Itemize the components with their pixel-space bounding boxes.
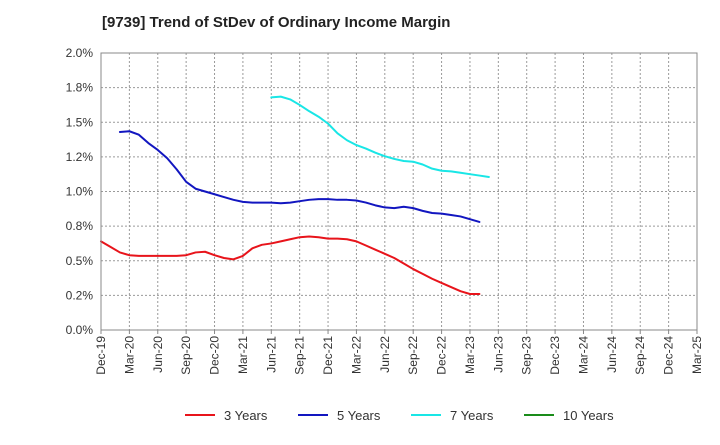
series-line-5-years xyxy=(118,130,481,223)
y-tick-label: 0.5% xyxy=(66,254,94,268)
series-line-7-years xyxy=(270,95,490,178)
x-tick-label: Jun-24 xyxy=(605,336,619,373)
x-tick-label: Dec-22 xyxy=(435,336,449,375)
x-tick-label: Dec-21 xyxy=(321,336,335,375)
legend-label: 5 Years xyxy=(337,408,381,423)
x-tick-label: Dec-20 xyxy=(208,336,222,375)
y-tick-label: 0.8% xyxy=(66,219,94,233)
x-tick-label: Jun-20 xyxy=(151,336,165,373)
x-tick-label: Jun-23 xyxy=(491,336,505,373)
x-tick-label: Dec-19 xyxy=(94,336,108,375)
x-tick-label: Mar-21 xyxy=(236,336,250,374)
axes: 0.0% 0.2% 0.5% 0.8% 1.0% 1.2% 1.5% 1.8% 2.0% Dec-… xyxy=(66,46,704,375)
legend: 3 Years 5 Years 7 Years 10 Years xyxy=(185,408,614,423)
legend-label: 7 Years xyxy=(450,408,494,423)
x-tick-label: Sep-20 xyxy=(179,336,193,375)
x-tick-label: Mar-25 xyxy=(690,336,704,374)
x-tick-label: Dec-23 xyxy=(548,336,562,375)
legend-label: 3 Years xyxy=(224,408,268,423)
x-tick-label: Jun-22 xyxy=(378,336,392,373)
x-tick-label: Mar-24 xyxy=(576,336,590,374)
x-tick-label: Sep-22 xyxy=(406,336,420,375)
x-tick-label: Sep-23 xyxy=(520,336,534,375)
x-tick-label: Sep-24 xyxy=(633,336,647,375)
chart-title: [9739] Trend of StDev of Ordinary Income… xyxy=(102,14,451,31)
x-tick-label: Mar-20 xyxy=(122,336,136,374)
series-lines xyxy=(100,95,490,295)
x-tick-label: Sep-21 xyxy=(293,336,307,375)
y-tick-label: 1.0% xyxy=(66,185,94,199)
y-tick-label: 0.2% xyxy=(66,288,94,302)
y-tick-label: 1.5% xyxy=(66,115,94,129)
x-tick-label: Mar-23 xyxy=(463,336,477,374)
plot-border xyxy=(100,52,698,331)
x-tick-label: Mar-22 xyxy=(349,336,363,374)
x-tick-label: Jun-21 xyxy=(264,336,278,373)
legend-label: 10 Years xyxy=(563,408,614,423)
y-tick-label: 1.2% xyxy=(66,150,94,164)
y-tick-label: 0.0% xyxy=(66,323,94,337)
y-tick-label: 2.0% xyxy=(66,46,94,60)
y-tick-label: 1.8% xyxy=(66,81,94,95)
series-line-3-years xyxy=(100,235,481,295)
x-tick-label: Dec-24 xyxy=(662,336,676,375)
